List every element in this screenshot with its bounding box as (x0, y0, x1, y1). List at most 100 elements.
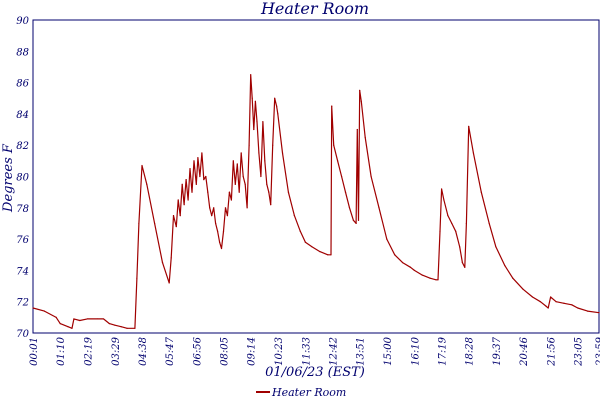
x-tick-label: 17:19 (438, 336, 449, 365)
data-point (409, 266, 412, 268)
data-point (276, 105, 278, 107)
data-point (246, 207, 248, 209)
data-point (234, 183, 236, 185)
x-tick-label: 23:59 (595, 336, 600, 366)
data-point (207, 191, 209, 193)
data-point (254, 100, 256, 102)
data-point (360, 100, 362, 102)
data-point (220, 247, 223, 250)
data-point (455, 230, 457, 232)
data-point (251, 97, 253, 99)
data-point (79, 319, 81, 322)
data-point (472, 152, 475, 154)
data-point (359, 89, 361, 92)
y-tick-label: 78 (16, 204, 29, 215)
data-point (461, 261, 464, 264)
x-tick-label: 01:10 (56, 336, 67, 365)
data-point (248, 144, 250, 146)
x-tick-label: 00:01 (29, 337, 40, 366)
x-tick-label: 05:47 (165, 336, 176, 365)
data-point (394, 254, 396, 256)
data-point (136, 277, 138, 279)
x-tick-label: 12:42 (329, 337, 340, 366)
data-point (177, 199, 179, 201)
data-point (201, 152, 203, 154)
data-point (356, 128, 358, 131)
data-point (488, 222, 490, 225)
x-tick-label: 02:19 (83, 336, 94, 365)
data-point (531, 296, 534, 298)
data-point (495, 246, 497, 248)
data-point (73, 318, 75, 320)
data-point (146, 183, 148, 185)
x-tick-label: 23:05 (574, 337, 585, 367)
data-point (181, 183, 183, 185)
y-tick-label: 80 (16, 173, 29, 184)
data-point (266, 183, 268, 185)
data-point (480, 191, 482, 193)
data-point (154, 222, 156, 225)
y-tick-label: 72 (16, 298, 29, 309)
x-tick-label: 19:37 (492, 336, 503, 365)
data-point (270, 204, 272, 206)
data-point (236, 163, 238, 165)
data-point (386, 238, 388, 240)
x-tick-label: 15:00 (383, 336, 394, 365)
data-point (268, 191, 270, 193)
x-tick-label: 08:05 (220, 337, 231, 366)
data-point (370, 175, 372, 178)
data-point (331, 105, 333, 107)
data-point (55, 316, 57, 318)
data-point (211, 215, 213, 217)
data-point (199, 175, 201, 178)
y-tick-label: 82 (16, 141, 29, 152)
data-point (451, 222, 453, 225)
x-tick-label: 03:29 (111, 336, 122, 365)
data-point (183, 204, 185, 206)
data-point (179, 215, 181, 217)
data-point (304, 241, 306, 243)
data-point (238, 191, 240, 193)
x-tick-label: 18:28 (465, 337, 476, 366)
x-tick-label: 13:51 (356, 337, 367, 366)
data-point (464, 266, 466, 268)
data-point (240, 152, 242, 154)
data-point (413, 269, 416, 271)
data-point (59, 323, 61, 325)
y-tick-label: 76 (16, 235, 29, 246)
data-point (195, 183, 197, 185)
x-tick-label: 20:46 (519, 336, 530, 366)
y-tick-label: 84 (16, 110, 29, 121)
y-tick-label: 88 (16, 47, 29, 58)
data-point (357, 219, 360, 221)
data-point (421, 274, 423, 276)
data-point (571, 304, 573, 306)
data-point (114, 324, 116, 326)
data-point (327, 254, 329, 256)
data-point (185, 179, 187, 181)
data-point (86, 318, 88, 320)
data-point (203, 179, 205, 181)
data-point (250, 74, 252, 76)
series-group (32, 74, 600, 329)
data-point (563, 302, 565, 304)
data-point (337, 160, 339, 162)
data-point (209, 207, 211, 209)
data-point (187, 199, 189, 201)
data-point (443, 199, 445, 201)
data-point (172, 215, 175, 217)
data-point (272, 144, 274, 146)
x-axis-label: 01/06/23 (EST) (265, 365, 365, 380)
data-point (555, 301, 557, 303)
data-point (293, 215, 295, 217)
data-point (459, 246, 461, 248)
data-point (253, 128, 255, 131)
data-point (465, 222, 467, 225)
data-point (232, 160, 234, 162)
data-point (226, 215, 229, 217)
data-point (244, 183, 246, 185)
data-point (215, 222, 217, 225)
data-point (189, 168, 191, 170)
data-point (277, 113, 279, 115)
x-axis-ticks: 00:01 01:10 02:19 03:29 04:38 05:47 06:56 08:05… (29, 336, 600, 366)
